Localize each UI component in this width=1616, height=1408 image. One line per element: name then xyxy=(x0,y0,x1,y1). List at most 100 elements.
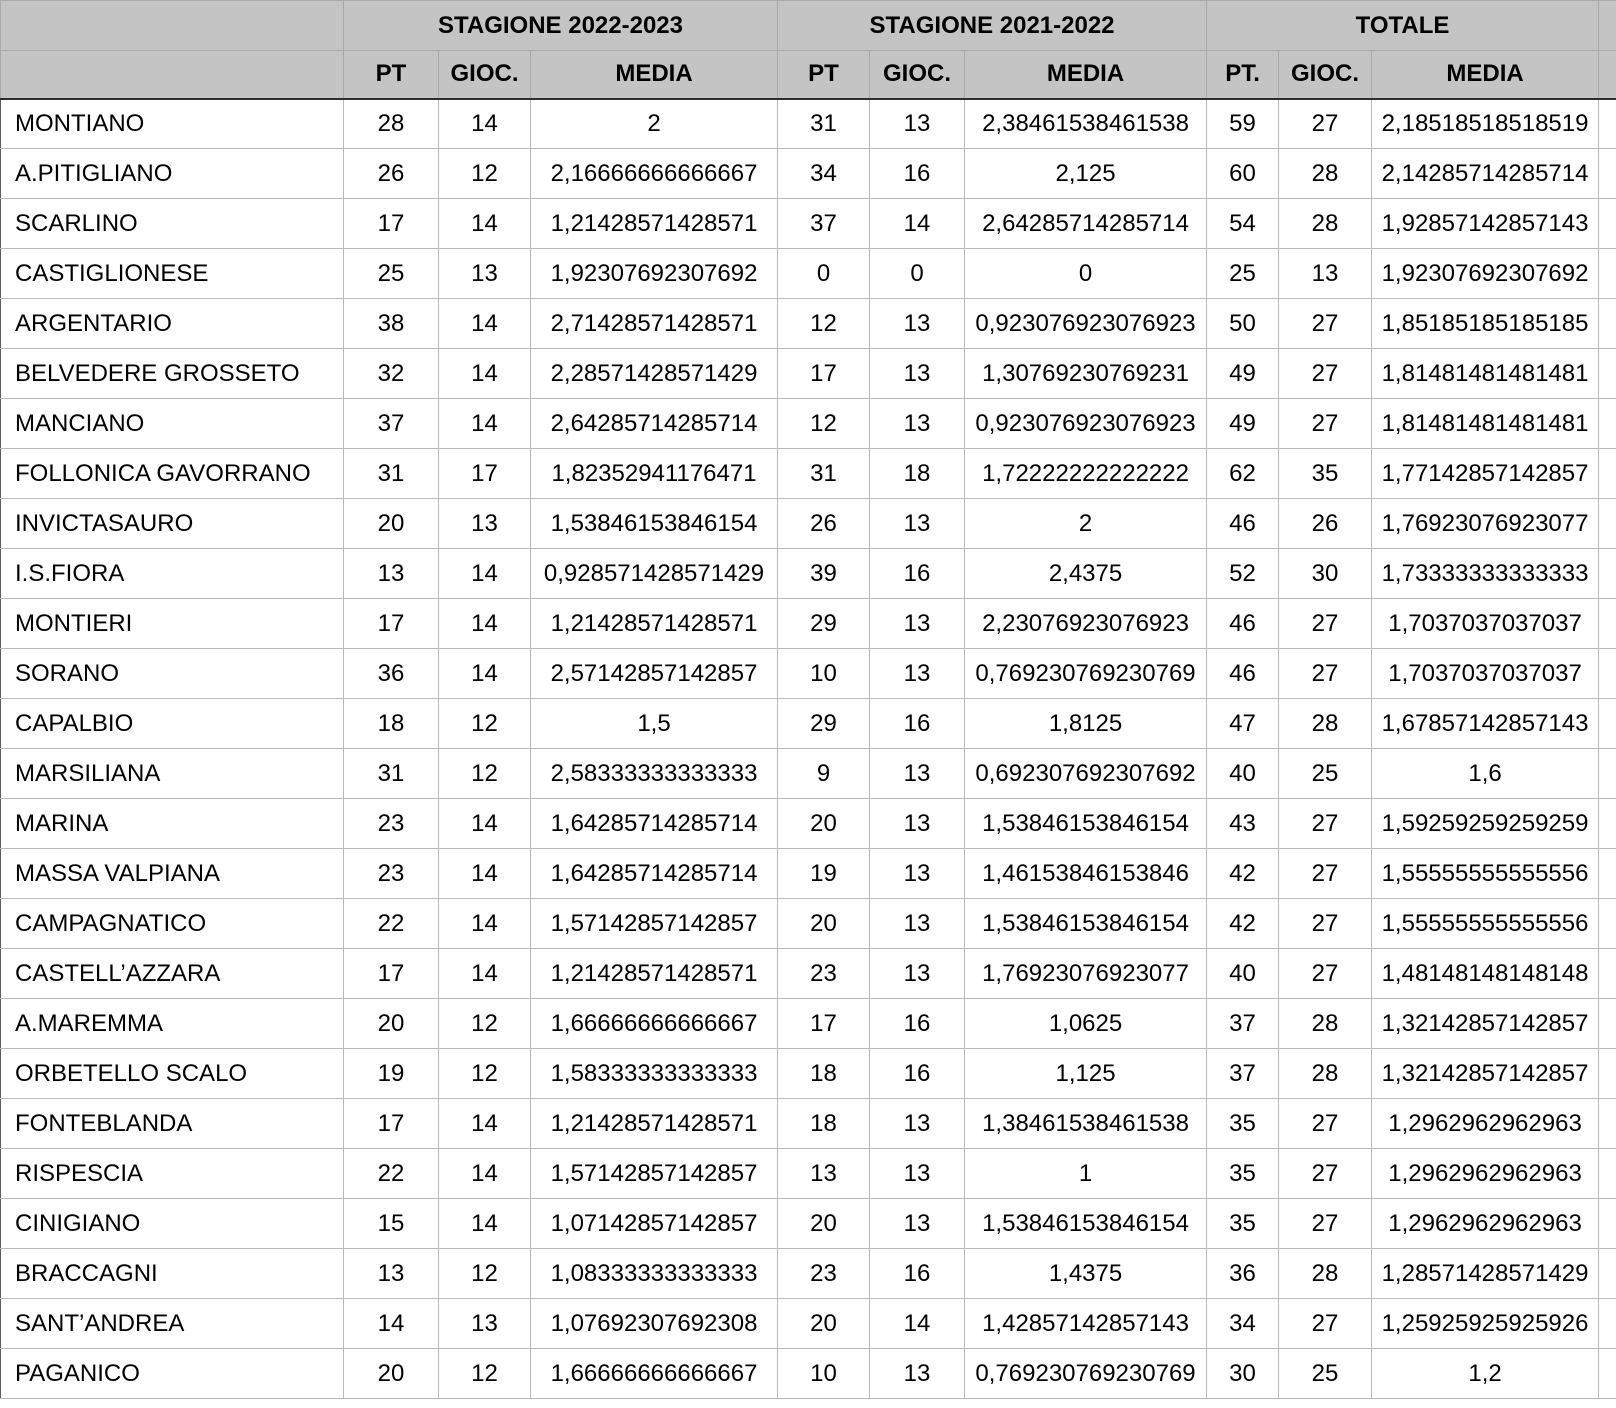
value-cell: 2,4375 xyxy=(964,548,1208,599)
value-cell: 1,64285714285714 xyxy=(529,798,779,849)
value-cell: 36 xyxy=(343,648,439,699)
subheader-s2-gioc: GIOC. xyxy=(869,50,966,100)
team-name-cell: A.MAREMMA xyxy=(0,998,344,1049)
value-cell: 31 xyxy=(777,448,871,499)
value-cell: 1,57142857142857 xyxy=(529,1148,779,1199)
table-row: A.MAREMMA 20 12 1,66666666666667 17 16 1,0625 3… xyxy=(0,998,1616,1049)
table-row: SANT’ANDREA 14 13 1,07692307692308 20 14 1,428… xyxy=(0,1298,1616,1349)
value-cell: 13 xyxy=(1278,248,1373,299)
value-cell: 13 xyxy=(869,748,966,799)
value-cell: 2,28571428571429 xyxy=(529,348,779,399)
team-name-cell: PAGANICO xyxy=(0,1348,344,1399)
value-cell: 1,53846153846154 xyxy=(964,1198,1208,1249)
value-cell: 17 xyxy=(777,998,871,1049)
value-cell: 1,07692307692308 xyxy=(529,1298,779,1349)
team-name-cell: CINIGIANO xyxy=(0,1198,344,1249)
value-cell: 38 xyxy=(343,298,439,349)
value-cell: 13 xyxy=(869,1348,966,1399)
value-cell: 23 xyxy=(343,848,439,899)
value-cell: 28 xyxy=(1278,998,1373,1049)
value-cell: 1,53846153846154 xyxy=(529,498,779,549)
value-cell: 14 xyxy=(438,598,531,649)
subheader-tot-media: MEDIA xyxy=(1371,50,1600,100)
value-cell: 2,64285714285714 xyxy=(529,398,779,449)
value-cell: 14 xyxy=(438,948,531,999)
value-cell: 16 xyxy=(869,998,966,1049)
value-cell: 31 xyxy=(343,748,439,799)
value-cell: 2 xyxy=(964,498,1208,549)
value-cell: 17 xyxy=(438,448,531,499)
value-cell: 2,58333333333333 xyxy=(529,748,779,799)
subheader-s1-media: MEDIA xyxy=(529,50,779,100)
value-cell: 0 xyxy=(777,248,871,299)
value-cell: 29 xyxy=(777,698,871,749)
table-row: FOLLONICA GAVORRANO 31 17 1,82352941176471 3… xyxy=(0,448,1616,499)
team-name-cell: CASTIGLIONESE xyxy=(0,248,344,299)
value-cell: 1,21428571428571 xyxy=(529,598,779,649)
row-sliver-cell xyxy=(1598,648,1616,699)
subheader-team xyxy=(0,50,344,100)
value-cell: 1,59259259259259 xyxy=(1371,798,1600,849)
table-row: SCARLINO 17 14 1,21428571428571 37 14 2,642857… xyxy=(0,198,1616,249)
value-cell: 30 xyxy=(1206,1348,1280,1399)
value-cell: 17 xyxy=(343,1098,439,1149)
value-cell: 1,66666666666667 xyxy=(529,998,779,1049)
header-subhead-row: PT GIOC. MEDIA PT GIOC. MEDIA PT. GIOC. … xyxy=(0,50,1616,100)
value-cell: 0,923076923076923 xyxy=(964,298,1208,349)
table-row: ORBETELLO SCALO 19 12 1,58333333333333 18 16 1… xyxy=(0,1048,1616,1099)
row-sliver-cell xyxy=(1598,1048,1616,1099)
value-cell: 1,5 xyxy=(529,698,779,749)
value-cell: 29 xyxy=(777,598,871,649)
team-name-cell: FOLLONICA GAVORRANO xyxy=(0,448,344,499)
value-cell: 25 xyxy=(1278,748,1373,799)
value-cell: 1,66666666666667 xyxy=(529,1348,779,1399)
value-cell: 62 xyxy=(1206,448,1280,499)
value-cell: 28 xyxy=(343,98,439,149)
value-cell: 13 xyxy=(343,1248,439,1299)
value-cell: 13 xyxy=(869,1098,966,1149)
value-cell: 2 xyxy=(529,98,779,149)
table-row: CASTELL’AZZARA 17 14 1,21428571428571 23 13 1,… xyxy=(0,948,1616,999)
value-cell: 32 xyxy=(343,348,439,399)
value-cell: 13 xyxy=(869,498,966,549)
value-cell: 2,125 xyxy=(964,148,1208,199)
value-cell: 1,92857142857143 xyxy=(1371,198,1600,249)
row-sliver-cell xyxy=(1598,198,1616,249)
value-cell: 26 xyxy=(1278,498,1373,549)
value-cell: 1,92307692307692 xyxy=(529,248,779,299)
value-cell: 14 xyxy=(438,848,531,899)
value-cell: 22 xyxy=(343,1148,439,1199)
value-cell: 46 xyxy=(1206,598,1280,649)
value-cell: 0,692307692307692 xyxy=(964,748,1208,799)
value-cell: 1,64285714285714 xyxy=(529,848,779,899)
value-cell: 20 xyxy=(343,998,439,1049)
value-cell: 1,48148148148148 xyxy=(1371,948,1600,999)
value-cell: 27 xyxy=(1278,1148,1373,1199)
value-cell: 12 xyxy=(438,998,531,1049)
value-cell: 27 xyxy=(1278,98,1373,149)
value-cell: 1,55555555555556 xyxy=(1371,898,1600,949)
value-cell: 1,57142857142857 xyxy=(529,898,779,949)
value-cell: 13 xyxy=(869,798,966,849)
row-sliver-cell xyxy=(1598,948,1616,999)
value-cell: 27 xyxy=(1278,1298,1373,1349)
value-cell: 49 xyxy=(1206,398,1280,449)
value-cell: 13 xyxy=(869,898,966,949)
value-cell: 1,125 xyxy=(964,1048,1208,1099)
value-cell: 2,38461538461538 xyxy=(964,98,1208,149)
value-cell: 13 xyxy=(438,1298,531,1349)
value-cell: 0 xyxy=(964,248,1208,299)
table-row: INVICTASAURO 20 13 1,53846153846154 26 13 2 46 2… xyxy=(0,498,1616,549)
row-sliver-cell xyxy=(1598,348,1616,399)
value-cell: 26 xyxy=(343,148,439,199)
value-cell: 17 xyxy=(343,598,439,649)
subheader-s1-gioc: GIOC. xyxy=(438,50,531,100)
season-2021-2022-group-header: STAGIONE 2021-2022 xyxy=(777,0,1208,51)
value-cell: 42 xyxy=(1206,848,1280,899)
value-cell: 1,21428571428571 xyxy=(529,198,779,249)
team-name-cell: MONTIERI xyxy=(0,598,344,649)
value-cell: 27 xyxy=(1278,398,1373,449)
value-cell: 37 xyxy=(343,398,439,449)
value-cell: 1,7037037037037 xyxy=(1371,598,1600,649)
value-cell: 23 xyxy=(777,948,871,999)
